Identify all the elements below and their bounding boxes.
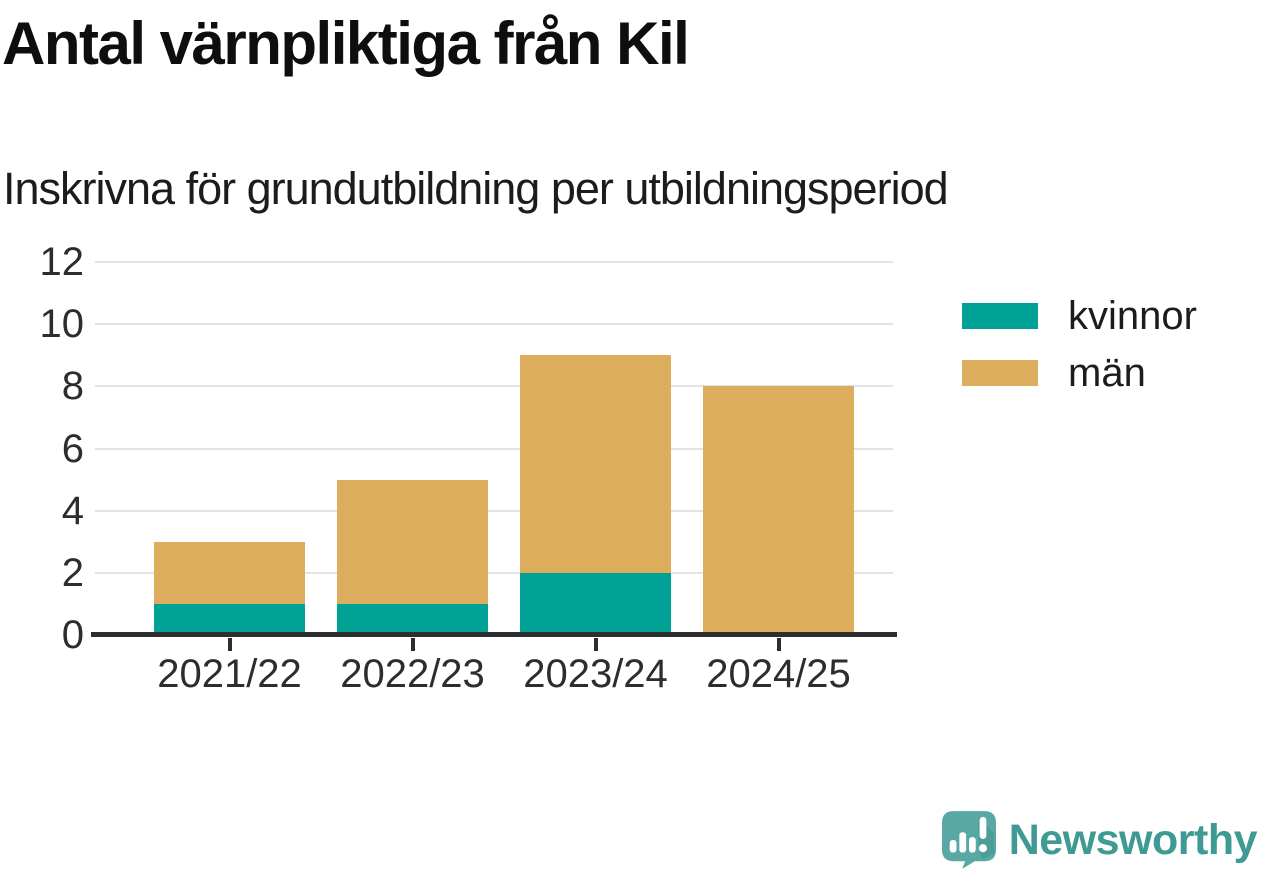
chart-subtitle: Inskrivna för grundutbildning per utbild… xyxy=(3,163,949,214)
bar-segment-kvinnor xyxy=(337,603,488,635)
y-axis-tick-label: 12 xyxy=(39,240,85,284)
bar-group: 2021/22 xyxy=(138,262,321,696)
bar-stack xyxy=(520,355,671,635)
bar-stack xyxy=(703,386,854,635)
bar-segment-kvinnor xyxy=(154,603,305,635)
bar-segment-män xyxy=(337,479,488,604)
legend-swatch-män xyxy=(962,360,1038,386)
bar-group: 2024/25 xyxy=(687,262,870,696)
bar-segment-män xyxy=(703,386,854,635)
x-axis-tick-label: 2023/24 xyxy=(523,652,668,696)
x-axis-tick xyxy=(410,638,415,651)
x-axis-tick-label: 2021/22 xyxy=(157,652,302,696)
y-axis-tick-label: 10 xyxy=(39,302,85,347)
legend: kvinnor män xyxy=(962,296,1197,393)
bar-group: 2022/23 xyxy=(321,262,504,696)
bars: 2021/22 2022/23 2023/24 2024/25 xyxy=(138,262,870,696)
plot-area: 2021/22 2022/23 2023/24 2024/25 0 2 4 6 8 10 12 xyxy=(40,242,897,696)
gridline xyxy=(95,385,893,388)
gridline xyxy=(95,323,893,326)
gridline xyxy=(95,509,893,512)
gridline xyxy=(95,447,893,450)
bar-stack xyxy=(154,541,305,635)
bar-segment-kvinnor xyxy=(520,572,671,635)
newsworthy-logo: Newsworthy xyxy=(941,811,1258,869)
x-axis-tick xyxy=(776,638,781,651)
y-axis-tick-label: 2 xyxy=(61,550,84,595)
chart-title: Antal värnpliktiga från Kil xyxy=(2,10,690,77)
legend-label: män xyxy=(1068,351,1146,395)
gridline xyxy=(95,571,893,574)
bar-group: 2023/24 xyxy=(504,262,687,696)
legend-swatch-kvinnor xyxy=(962,303,1038,329)
y-axis-tick-label: 6 xyxy=(61,426,84,471)
newsworthy-logo-icon xyxy=(941,811,996,869)
x-axis-tick-label: 2024/25 xyxy=(706,652,851,696)
x-axis-line xyxy=(91,632,897,637)
legend-label: kvinnor xyxy=(1068,294,1197,338)
bar-segment-män xyxy=(520,355,671,573)
y-axis-tick-label: 8 xyxy=(61,364,84,409)
legend-item: män xyxy=(962,353,1197,393)
x-axis-tick xyxy=(227,638,232,651)
bar-stack xyxy=(337,479,488,635)
newsworthy-wordmark: Newsworthy xyxy=(1008,815,1258,864)
bar-segment-män xyxy=(154,541,305,604)
y-axis-tick-label: 4 xyxy=(61,488,84,533)
gridline xyxy=(95,261,893,263)
x-axis-tick xyxy=(593,638,598,651)
legend-item: kvinnor xyxy=(962,296,1197,336)
x-axis-tick-label: 2022/23 xyxy=(340,652,485,696)
y-axis-tick-label: 0 xyxy=(61,613,84,657)
